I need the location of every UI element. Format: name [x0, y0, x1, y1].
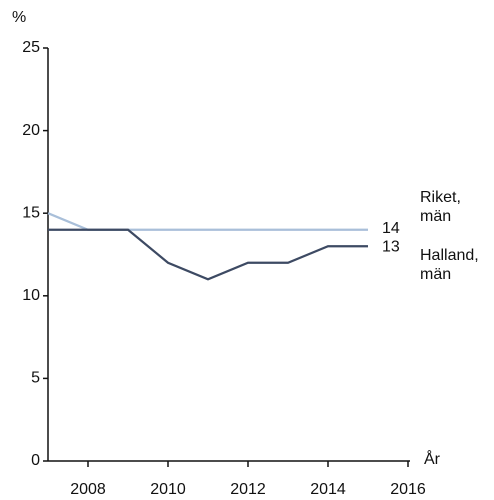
legend-label: Halland, män — [420, 247, 479, 283]
line-series — [48, 228, 368, 281]
y-tick-label: 25 — [22, 39, 40, 56]
end-label: 13 — [382, 238, 400, 255]
end-label: 14 — [382, 220, 400, 237]
y-tick-label: 5 — [31, 370, 40, 387]
x-tick-label: 2008 — [70, 481, 106, 498]
legend-label: Riket, män — [420, 189, 461, 225]
y-tick-label: 10 — [22, 287, 40, 304]
y-tick-label: 20 — [22, 122, 40, 139]
y-tick-label: 15 — [22, 204, 40, 221]
x-tick-label: 2010 — [150, 481, 186, 498]
line-series — [47, 212, 368, 231]
x-axis-label: År — [424, 449, 441, 468]
x-tick-label: 2016 — [390, 481, 426, 498]
y-tick-label: 0 — [31, 452, 40, 469]
x-tick-label: 2014 — [310, 481, 346, 498]
y-axis-label: % — [12, 9, 26, 26]
x-tick-label: 2012 — [230, 481, 266, 498]
